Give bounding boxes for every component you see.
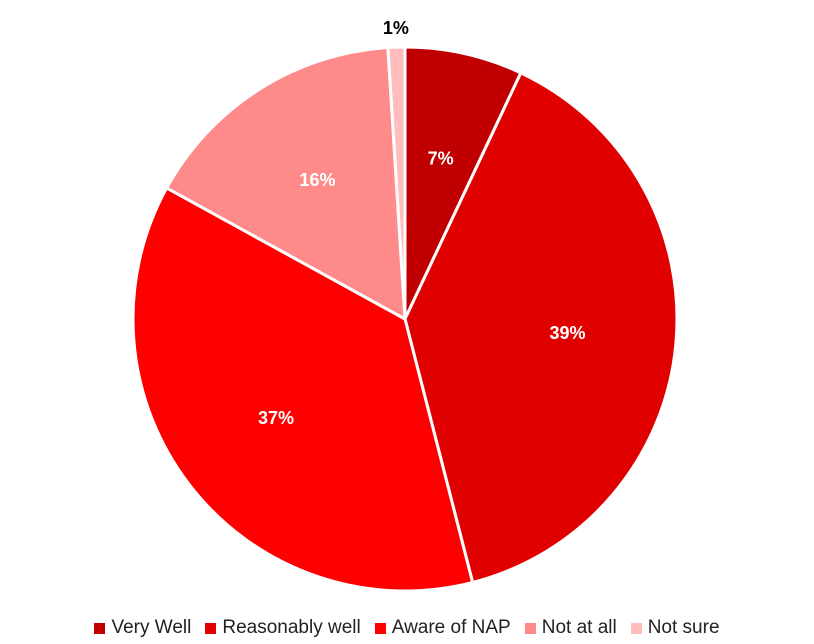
legend-swatch — [630, 622, 642, 634]
pie-slice-not-sure — [386, 45, 407, 321]
legend-label: Reasonably well — [222, 617, 361, 638]
legend-swatch — [94, 622, 106, 634]
chart-legend: Very Well Reasonably well Aware of NAP Not … — [0, 612, 814, 644]
legend-label: Aware of NAP — [391, 617, 511, 638]
legend-swatch — [205, 622, 217, 634]
legend-swatch — [374, 622, 386, 634]
pie-slice-very-well — [403, 45, 523, 321]
legend-label: Not sure — [647, 617, 720, 638]
data-label-aware-of-nap: 37% — [258, 408, 294, 428]
data-label-not-at-all: 16% — [300, 170, 336, 190]
pie-plot-area: 7% 39% 37% 16% 1% — [131, 18, 679, 593]
legend-label: Not at all — [541, 617, 617, 638]
legend-swatch — [524, 622, 536, 634]
legend-item-not-sure: Not sure — [630, 617, 720, 639]
data-label-very-well: 7% — [428, 148, 454, 168]
data-label-reasonably-well: 39% — [549, 323, 585, 343]
legend-item-very-well: Very Well — [94, 617, 191, 639]
legend-item-reasonably-well: Reasonably well — [205, 617, 361, 639]
legend-label: Very Well — [111, 617, 192, 638]
pie-slice-reasonably-well — [403, 71, 679, 584]
legend-item-not-at-all: Not at all — [524, 617, 617, 639]
data-label-not-sure: 1% — [383, 18, 409, 38]
pie-slice-aware-of-nap — [131, 186, 475, 593]
pie-slice-not-at-all — [165, 46, 407, 321]
legend-item-aware-of-nap: Aware of NAP — [374, 617, 511, 639]
